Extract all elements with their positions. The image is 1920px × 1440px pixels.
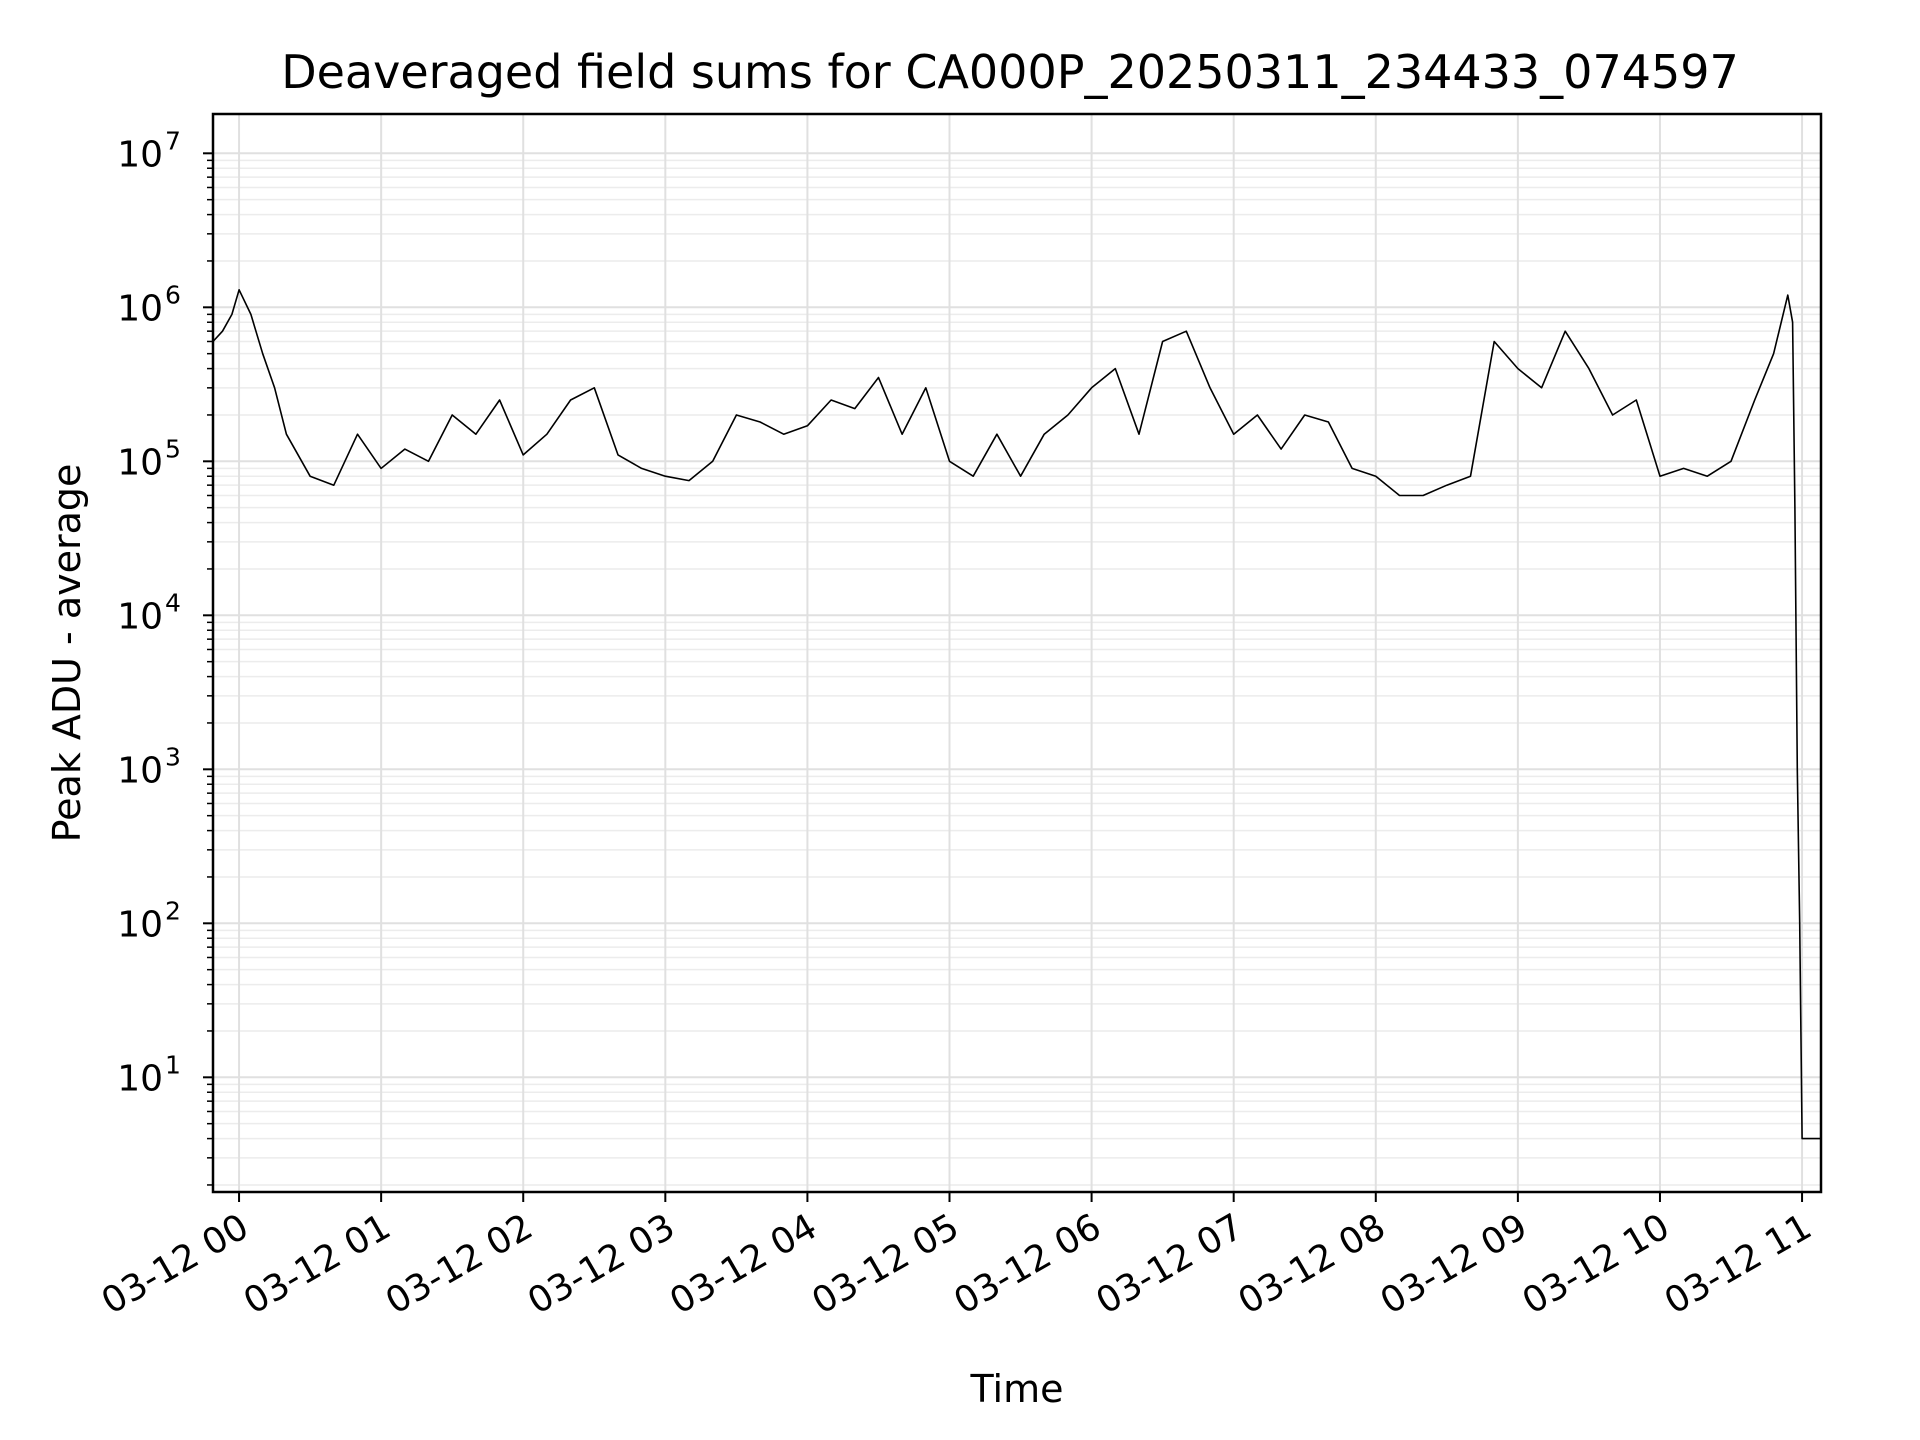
y-tick-label: 10 (117, 1058, 163, 1099)
y-tick-label-exponent: 2 (165, 896, 181, 925)
series-line-0 (212, 288, 1821, 1140)
plot-frame (211, 112, 1823, 1194)
y-tick-label-exponent: 1 (165, 1050, 181, 1079)
chart-title: Deaveraged field sums for CA000P_2025031… (281, 45, 1739, 99)
series-group (212, 288, 1821, 1140)
y-tick-label-exponent: 4 (165, 588, 181, 617)
y-tick-label: 10 (117, 134, 163, 175)
y-tick-label: 10 (117, 442, 163, 483)
minor-gridlines (213, 159, 1821, 1186)
y-axis-label: Peak ADU - average (45, 464, 89, 843)
y-tick-label: 10 (117, 596, 163, 637)
x-axis-label: Time (970, 1367, 1064, 1411)
y-tick-label: 10 (117, 904, 163, 945)
y-tick-label-exponent: 7 (165, 126, 181, 155)
y-tick-label-exponent: 3 (165, 742, 181, 771)
y-tick-label-exponent: 5 (165, 434, 181, 463)
y-tick-label-exponent: 6 (165, 280, 181, 309)
major-gridlines (213, 114, 1821, 1192)
y-tick-label: 10 (117, 750, 163, 791)
y-tick-label: 10 (117, 288, 163, 329)
